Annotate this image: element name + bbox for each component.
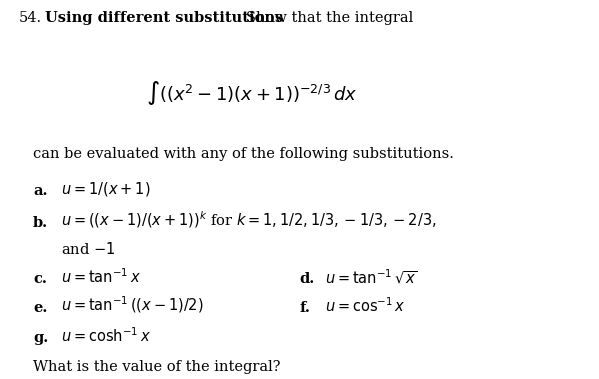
Text: 54.: 54. <box>19 11 43 25</box>
Text: $u = \cosh^{-1} x$: $u = \cosh^{-1} x$ <box>61 326 151 345</box>
Text: can be evaluated with any of the following substitutions.: can be evaluated with any of the followi… <box>33 147 454 161</box>
Text: Using different substitutions: Using different substitutions <box>45 11 283 25</box>
Text: $u = \cos^{-1} x$: $u = \cos^{-1} x$ <box>325 297 406 315</box>
Text: What is the value of the integral?: What is the value of the integral? <box>33 360 280 374</box>
Text: $u = ((x-1)/(x+1))^k$ for $k = 1, 1/2, 1/3, -1/3, -2/3,$: $u = ((x-1)/(x+1))^k$ for $k = 1, 1/2, 1… <box>61 210 437 230</box>
Text: a.: a. <box>33 184 47 198</box>
Text: and $-1$: and $-1$ <box>61 241 116 257</box>
Text: Show that the integral: Show that the integral <box>232 11 414 25</box>
Text: $u = \tan^{-1} \sqrt{x}$: $u = \tan^{-1} \sqrt{x}$ <box>325 267 418 286</box>
Text: $u = \tan^{-1} ((x-1)/2)$: $u = \tan^{-1} ((x-1)/2)$ <box>61 294 204 315</box>
Text: $u = \tan^{-1} x$: $u = \tan^{-1} x$ <box>61 268 141 286</box>
Text: $u = 1/(x + 1)$: $u = 1/(x + 1)$ <box>61 180 150 198</box>
Text: d.: d. <box>300 272 314 286</box>
Text: g.: g. <box>33 331 48 345</box>
Text: b.: b. <box>33 216 48 230</box>
Text: c.: c. <box>33 272 47 286</box>
Text: e.: e. <box>33 301 47 315</box>
Text: $\int ((x^2 - 1)(x + 1))^{-2/3}\,dx$: $\int ((x^2 - 1)(x + 1))^{-2/3}\,dx$ <box>146 79 358 107</box>
Text: f.: f. <box>300 301 310 315</box>
